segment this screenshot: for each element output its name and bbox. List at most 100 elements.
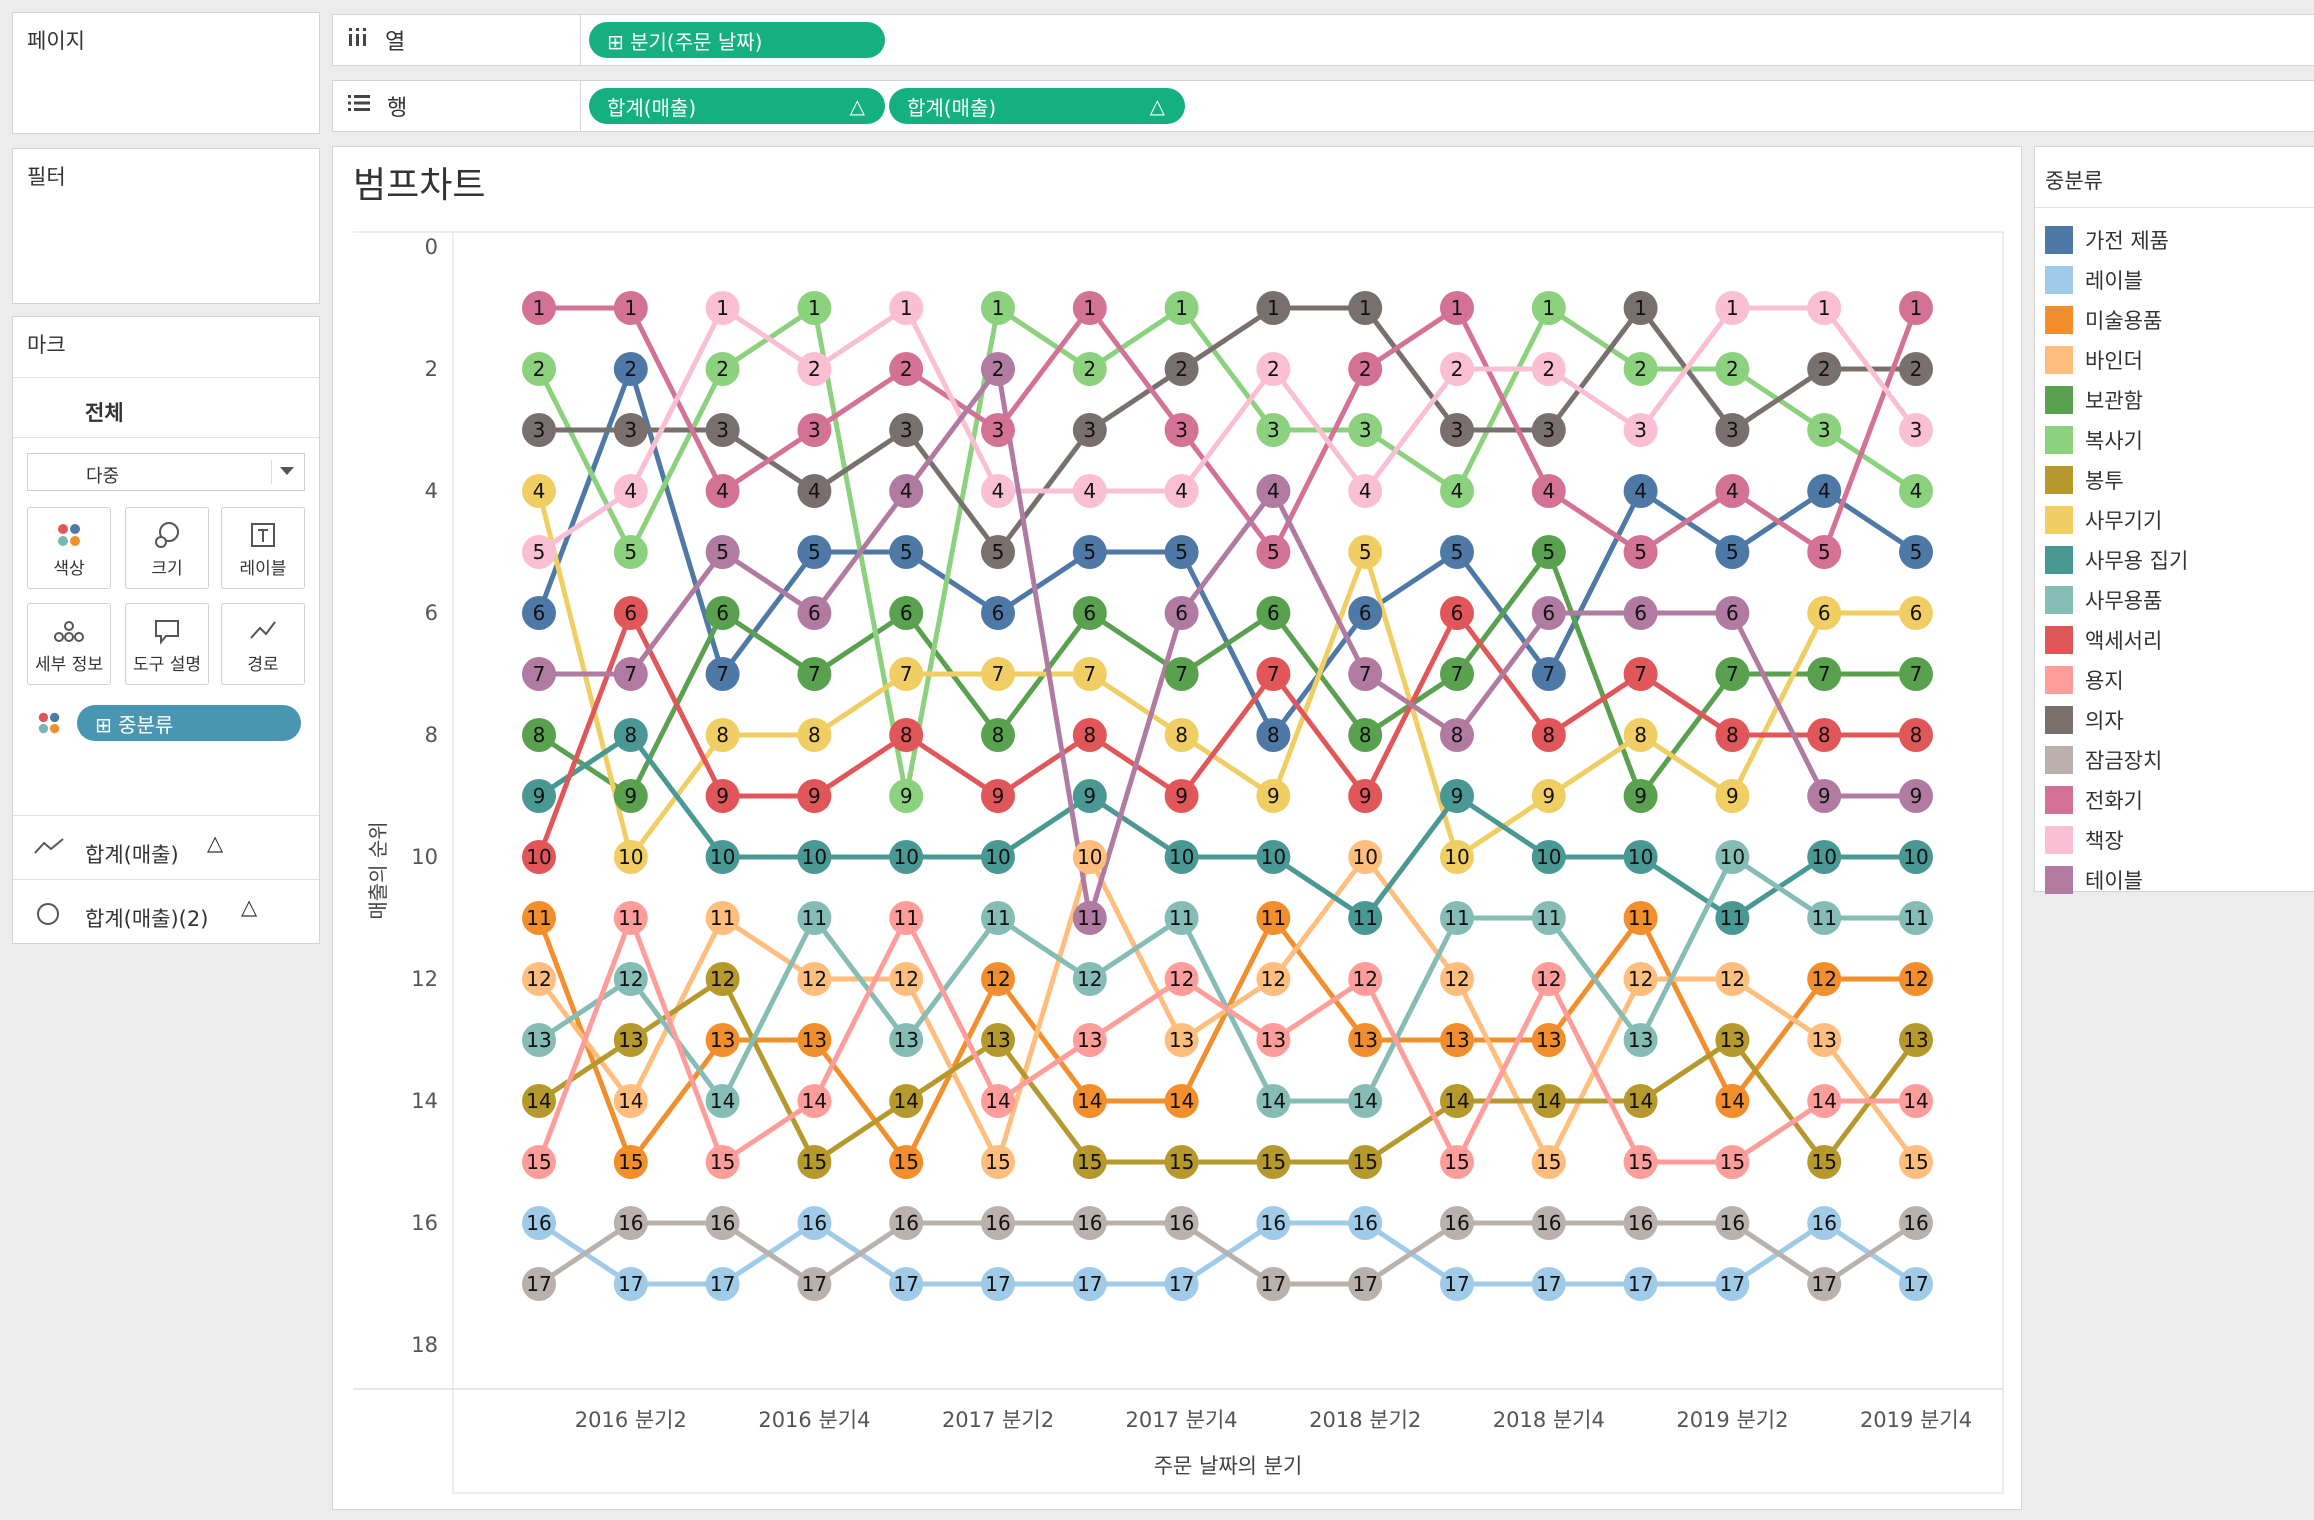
rank-point [1899,352,1933,386]
measure-card-line[interactable]: 합계(매출) △ [13,817,319,879]
rank-label: 6 [1818,601,1831,625]
delta-icon: △ [1149,94,1165,118]
rank-label: 12 [1444,967,1469,991]
rows-shelf[interactable]: 행 합계(매출) △ 합계(매출) △ [332,80,2314,132]
legend-item[interactable]: 사무기기 [2045,505,2162,535]
rank-label: 13 [618,1028,643,1052]
rank-label: 6 [624,601,637,625]
legend-item[interactable]: 바인더 [2045,345,2143,375]
legend-item[interactable]: 테이블 [2045,865,2143,895]
rank-point [797,413,832,447]
rank-point [1348,840,1383,874]
rank-point [1072,1206,1107,1240]
rows-pill-sales-1[interactable]: 합계(매출) △ [589,88,885,124]
x-tick-label: 2016 분기2 [575,1408,687,1432]
rank-label: 16 [1811,1211,1836,1235]
rank-label: 17 [1811,1272,1836,1296]
rank-point [1715,779,1750,813]
legend-item[interactable]: 액세서리 [2045,625,2162,655]
legend-item[interactable]: 복사기 [2045,425,2143,455]
y-tick-label: 4 [425,479,438,503]
rank-point [1531,718,1566,752]
x-tick-label: 2019 분기2 [1676,1408,1788,1432]
rank-label: 4 [992,479,1005,503]
rank-point [797,596,832,630]
rank-point [705,1023,740,1057]
rank-label: 16 [1077,1211,1102,1235]
legend-swatch [2045,626,2073,654]
label-button[interactable]: 레이블 [221,507,305,589]
legend-item[interactable]: 레이블 [2045,265,2143,295]
rank-point [797,962,832,996]
rank-point [522,291,556,325]
measure-card-circle[interactable]: 합계(매출)(2) △ [13,881,319,943]
rank-point [1623,474,1658,508]
filters-panel[interactable]: 필터 [12,148,320,304]
rank-point [1715,596,1750,630]
rank-label: 2 [716,357,729,381]
rank-label: 14 [526,1089,551,1113]
legend-item[interactable]: 보관함 [2045,385,2143,415]
legend-item[interactable]: 봉투 [2045,465,2124,495]
rank-point [522,1084,556,1118]
legend-item[interactable]: 전화기 [2045,785,2143,815]
rank-label: 13 [1077,1028,1102,1052]
rank-point [1348,1206,1383,1240]
marks-card-all[interactable]: 전체 [85,401,124,425]
rank-point [522,1145,556,1179]
rank-label: 3 [1359,418,1372,442]
columns-shelf[interactable]: 열 ⊞ 분기(주문 날짜) [332,14,2314,66]
rank-point [613,413,648,447]
rank-label: 2 [1910,357,1923,381]
rank-point [1899,291,1933,325]
rank-label: 8 [1542,723,1555,747]
pages-panel[interactable]: 페이지 [12,12,320,134]
rank-label: 7 [1726,662,1739,686]
rank-point [889,779,924,813]
legend-item[interactable]: 책장 [2045,825,2124,855]
legend-swatch [2045,466,2073,494]
rank-label: 13 [710,1028,735,1052]
size-button[interactable]: 크기 [125,507,209,589]
rank-point [797,901,832,935]
x-tick-label: 2018 분기2 [1309,1408,1421,1432]
legend-item[interactable]: 미술용품 [2045,305,2162,335]
rank-label: 5 [1083,540,1096,564]
rank-point [522,901,556,935]
rank-point [1164,657,1199,691]
x-tick-label: 2016 분기4 [758,1408,870,1432]
rank-point [1807,352,1842,386]
rank-label: 9 [1818,784,1831,808]
rank-point [613,840,648,874]
legend-item[interactable]: 가전 제품 [2045,225,2169,255]
legend-item[interactable]: 사무용품 [2045,585,2162,615]
rows-pill-sales-2[interactable]: 합계(매출) △ [889,88,1185,124]
rank-label: 1 [1359,296,1372,320]
path-button[interactable]: 경로 [221,603,305,685]
columns-pill-quarter[interactable]: ⊞ 분기(주문 날짜) [589,22,885,58]
rank-point [522,1023,556,1057]
color-button[interactable]: 색상 [27,507,111,589]
rank-label: 1 [533,296,546,320]
detail-button[interactable]: 세부 정보 [27,603,111,685]
rank-point [797,1267,832,1301]
rank-label: 3 [1634,418,1647,442]
rank-label: 8 [1175,723,1188,747]
rank-label: 12 [1811,967,1836,991]
legend-item[interactable]: 의자 [2045,705,2124,735]
legend-swatch [2045,546,2073,574]
rank-label: 2 [1451,357,1464,381]
legend-item[interactable]: 용지 [2045,665,2124,695]
rank-label: 14 [1169,1089,1194,1113]
legend-item[interactable]: 사무용 집기 [2045,545,2188,575]
mark-type-dropdown[interactable]: 다중 [27,453,305,491]
rank-label: 17 [1077,1272,1102,1296]
rank-label: 4 [1542,479,1555,503]
legend-item[interactable]: 잠금장치 [2045,745,2162,775]
rank-point [981,718,1015,752]
rank-point [1531,1145,1566,1179]
rank-point [981,657,1015,691]
color-pill-subcategory[interactable]: ⊞ 중분류 [77,705,301,741]
rank-point [1807,1023,1842,1057]
tooltip-button[interactable]: 도구 설명 [125,603,209,685]
